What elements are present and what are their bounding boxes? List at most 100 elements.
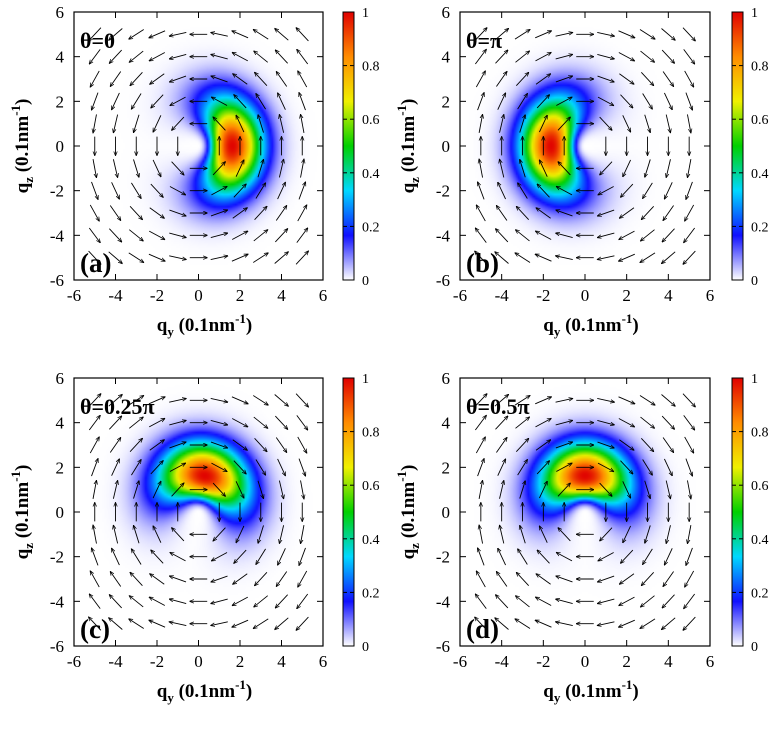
vector-arrow — [597, 232, 615, 238]
vector-arrow — [536, 574, 551, 585]
vector-arrow — [555, 442, 573, 449]
vector-arrow — [645, 525, 651, 543]
vector-arrow — [516, 596, 530, 608]
vector-arrow — [275, 415, 287, 429]
vector-arrow — [211, 54, 228, 60]
x-tick-label: 6 — [706, 652, 715, 671]
vector-arrow — [254, 595, 269, 607]
vector-arrow — [295, 393, 308, 407]
theta-label: θ=0 — [80, 28, 115, 53]
x-tick-label: 6 — [319, 286, 328, 305]
vector-arrow — [640, 50, 655, 62]
vector-arrow — [495, 618, 509, 630]
vector-arrow — [278, 93, 286, 110]
vector-arrow — [278, 159, 283, 178]
vector-arrow — [498, 548, 506, 566]
vector-arrow — [515, 438, 528, 452]
vector-arrow — [640, 252, 656, 263]
vector-arrow — [91, 459, 98, 477]
vector-arrow — [169, 75, 187, 82]
vector-arrow — [253, 416, 268, 428]
y-axis-label: qz (0.1nm-1) — [394, 465, 422, 560]
x-axis-label: qy (0.1nm-1) — [543, 677, 638, 705]
vector-arrow — [662, 71, 674, 86]
vector-arrow — [109, 49, 122, 63]
vector-arrow — [597, 462, 614, 471]
vector-arrow — [682, 393, 695, 407]
vector-arrow — [211, 32, 228, 37]
panel-a: -6 -4 -2 0 2 4 6 -6 -4 -2 0 2 4 6 qy (0.1nm-1) qz (0.1n… — [8, 3, 380, 339]
vector-arrow — [687, 525, 692, 543]
vector-arrow — [129, 29, 144, 40]
vector-arrow — [645, 159, 651, 177]
vector-arrow — [642, 459, 653, 476]
x-tick-label: -2 — [150, 652, 164, 671]
vector-arrow — [495, 229, 509, 243]
vector-arrow — [516, 206, 530, 220]
vector-arrow — [299, 93, 306, 111]
vector-arrow — [171, 483, 184, 497]
vector-arrow — [475, 594, 487, 609]
vector-arrow — [619, 596, 635, 605]
x-tick-label: -6 — [67, 286, 81, 305]
y-tick-label: -6 — [50, 271, 64, 290]
vector-arrow — [255, 459, 266, 476]
vector-arrow — [536, 208, 551, 219]
vector-arrow — [131, 182, 141, 199]
vector-arrow — [257, 159, 264, 178]
x-tick-label: -2 — [150, 286, 164, 305]
vector-arrow — [89, 594, 101, 609]
x-tick-label: 0 — [194, 286, 203, 305]
vector-arrow — [231, 418, 248, 426]
vector-arrow — [598, 186, 614, 194]
vector-arrow — [89, 204, 99, 221]
y-tick-label: 4 — [56, 414, 65, 433]
vector-arrow — [686, 181, 693, 199]
vector-arrow — [478, 548, 485, 566]
vector-arrow — [474, 28, 487, 42]
vector-arrow — [515, 72, 528, 86]
vector-arrow — [171, 161, 184, 175]
vector-arrow — [211, 462, 227, 471]
vector-arrow — [475, 415, 486, 431]
vector-arrow — [519, 115, 526, 133]
vector-arrow — [516, 230, 530, 242]
colorbar-tick-label: 0.8 — [362, 60, 380, 75]
vector-arrow — [133, 114, 140, 133]
vector-arrow — [535, 74, 551, 85]
vector-arrow — [640, 618, 656, 629]
vector-arrow — [662, 251, 676, 264]
vector-arrow — [109, 228, 121, 242]
vector-arrow — [515, 51, 530, 63]
vector-arrow — [684, 436, 694, 453]
vector-arrow — [112, 159, 117, 177]
y-tick-label: 6 — [442, 3, 451, 22]
vector-arrow — [257, 480, 264, 499]
vector-arrow — [279, 115, 285, 133]
vector-arrow — [556, 210, 573, 217]
vector-arrow — [496, 571, 508, 587]
vector-arrow — [666, 525, 671, 543]
vector-arrow — [599, 482, 612, 496]
vector-arrow — [496, 71, 507, 87]
x-tick-label: -6 — [453, 652, 467, 671]
colorbar-tick-label: 0 — [751, 274, 758, 289]
vector-arrow — [151, 94, 164, 108]
vector-arrow — [111, 182, 120, 199]
vector-arrow — [640, 72, 653, 85]
vector-arrow — [619, 73, 634, 84]
vector-arrow — [517, 460, 528, 476]
vector-arrow — [232, 52, 249, 62]
x-axis-label: qy (0.1nm-1) — [157, 677, 252, 705]
vector-arrow — [128, 229, 143, 241]
colorbar-tick-label: 1 — [362, 6, 369, 21]
x-tick-label: 6 — [706, 286, 715, 305]
vector-arrow — [149, 52, 166, 60]
colorbar-tick-label: 1 — [751, 6, 758, 21]
x-tick-label: 2 — [236, 652, 245, 671]
vector-arrow — [618, 396, 635, 404]
vector-arrow — [686, 547, 693, 565]
vector-arrow — [555, 398, 573, 403]
vector-arrow — [535, 440, 551, 451]
